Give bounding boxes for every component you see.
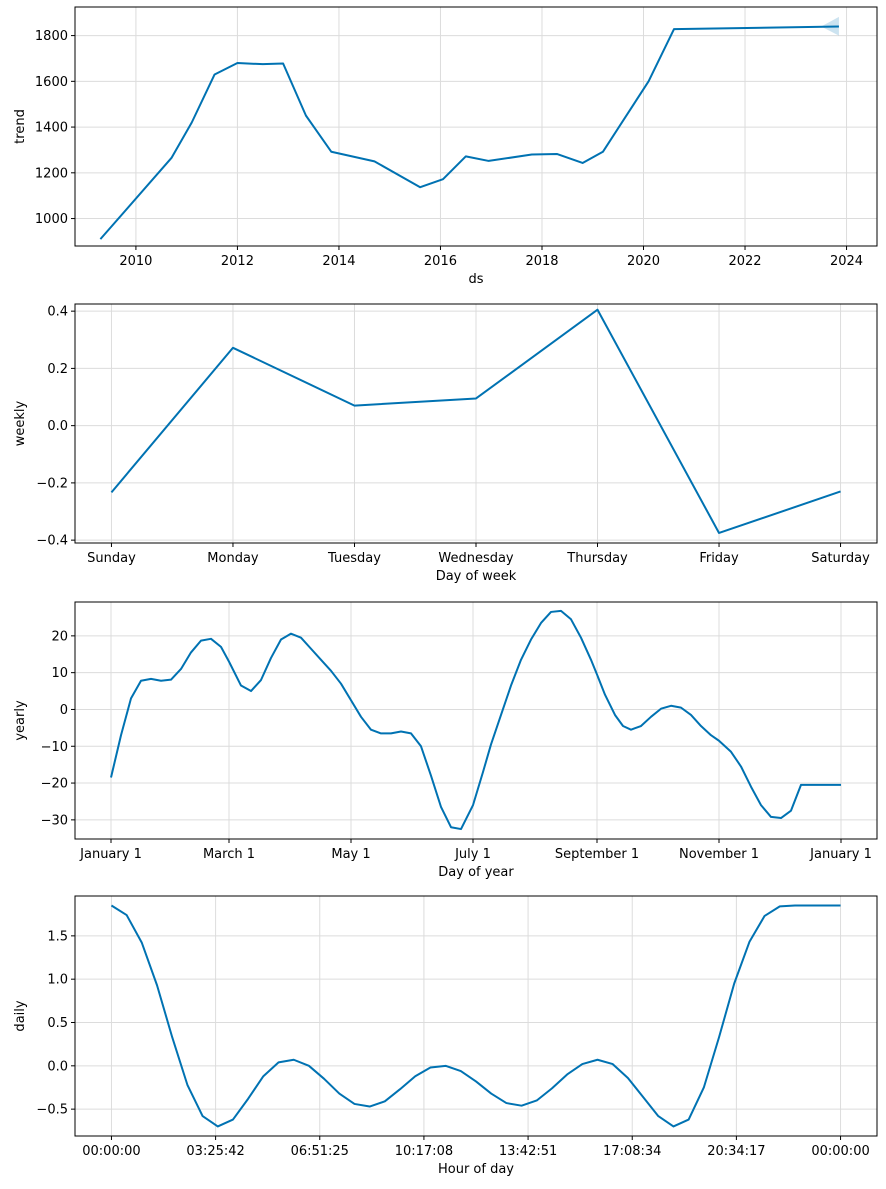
daily-xlabel: Hour of day — [438, 1162, 514, 1177]
trend-xtick-label-6: 2022 — [728, 254, 761, 269]
trend-ytick-label-4: 1800 — [35, 29, 68, 44]
yearly-ylabel: yearly — [13, 700, 28, 741]
daily-xtick-label-5: 17:08:34 — [603, 1144, 661, 1159]
trend-xlabel: ds — [468, 272, 483, 287]
daily-xtick-label-7: 00:00:00 — [811, 1144, 869, 1159]
yearly-ytick-label-1: −20 — [41, 777, 68, 792]
trend-xtick-label-1: 2012 — [221, 254, 254, 269]
trend-ytick-label-2: 1400 — [35, 121, 68, 136]
yearly-series-line — [110, 609, 841, 831]
weekly-ytick-label-1: −0.2 — [36, 476, 68, 491]
yearly-xlabel: Day of year — [438, 865, 514, 880]
weekly-xtick-label-3: Wednesday — [438, 551, 514, 566]
weekly-ytick-label-0: −0.4 — [36, 534, 68, 549]
weekly-series-line — [110, 308, 841, 534]
yearly-ytick-label-2: −10 — [41, 740, 68, 755]
yearly-xtick-label-5: November 1 — [679, 847, 759, 862]
daily-axes-frame — [74, 895, 878, 1137]
weekly-xtick-label-0: Sunday — [87, 551, 136, 566]
weekly-xtick-label-4: Thursday — [566, 551, 628, 566]
weekly-xlabel: Day of week — [436, 569, 517, 584]
trend-ytick-label-0: 1000 — [35, 212, 68, 227]
yearly-ytick-label-4: 10 — [51, 666, 68, 681]
daily-xtick-label-4: 13:42:51 — [499, 1144, 557, 1159]
daily-ytick-label-3: 1.0 — [47, 973, 68, 988]
yearly-xtick-label-3: July 1 — [454, 847, 491, 862]
daily-ytick-label-2: 0.5 — [47, 1016, 68, 1031]
weekly-ytick-label-4: 0.4 — [47, 305, 68, 320]
chart-yearly: January 1 March 1 May 1 July 1 September 1 No… — [13, 601, 878, 880]
yearly-ytick-label-3: 0 — [60, 703, 68, 718]
trend-ylabel: trend — [13, 109, 28, 144]
trend-axes-frame — [74, 6, 878, 247]
chart-daily: 00:00:00 03:25:42 06:51:25 10:17:08 13:42:51… — [13, 895, 878, 1177]
daily-series-line — [110, 904, 841, 1128]
weekly-ylabel: weekly — [13, 400, 28, 446]
daily-xtick-label-2: 06:51:25 — [291, 1144, 349, 1159]
chart-trend: 2010 2012 2014 2016 2018 2020 2022 2024 1000 1200… — [13, 6, 878, 287]
daily-ytick-label-1: 0.0 — [47, 1059, 68, 1074]
yearly-ytick-label-0: −30 — [41, 813, 68, 828]
weekly-xtick-label-6: Saturday — [811, 551, 870, 566]
daily-ytick-label-4: 1.5 — [47, 929, 68, 944]
yearly-xtick-label-6: January 1 — [809, 847, 872, 862]
daily-xtick-label-3: 10:17:08 — [395, 1144, 453, 1159]
daily-xtick-label-1: 03:25:42 — [186, 1144, 244, 1159]
yearly-xtick-label-1: March 1 — [203, 847, 255, 862]
chart-weekly: Sunday Monday Tuesday Wednesday Thursday Frid… — [13, 303, 878, 584]
trend-xtick-label-5: 2020 — [627, 254, 660, 269]
yearly-axes-frame — [74, 601, 878, 840]
yearly-xtick-label-2: May 1 — [331, 847, 370, 862]
weekly-ytick-label-2: 0.0 — [47, 419, 68, 434]
daily-ylabel: daily — [13, 1000, 28, 1031]
yearly-xtick-label-4: September 1 — [555, 847, 639, 862]
trend-xtick-label-0: 2010 — [119, 254, 152, 269]
trend-ytick-label-1: 1200 — [35, 166, 68, 181]
daily-ytick-label-0: −0.5 — [36, 1103, 68, 1118]
weekly-ytick-label-3: 0.2 — [47, 362, 68, 377]
weekly-xtick-label-2: Tuesday — [327, 551, 381, 566]
daily-xtick-label-0: 00:00:00 — [82, 1144, 140, 1159]
trend-xtick-label-7: 2024 — [830, 254, 863, 269]
trend-series-line — [99, 25, 839, 240]
trend-xtick-label-3: 2016 — [424, 254, 457, 269]
trend-ytick-label-3: 1600 — [35, 75, 68, 90]
weekly-xtick-label-5: Friday — [699, 551, 739, 566]
daily-xtick-label-6: 20:34:17 — [707, 1144, 765, 1159]
weekly-xtick-label-1: Monday — [207, 551, 259, 566]
trend-xtick-label-2: 2014 — [322, 254, 355, 269]
yearly-ytick-label-5: 20 — [51, 629, 68, 644]
trend-xtick-label-4: 2018 — [525, 254, 558, 269]
yearly-xtick-label-0: January 1 — [79, 847, 142, 862]
